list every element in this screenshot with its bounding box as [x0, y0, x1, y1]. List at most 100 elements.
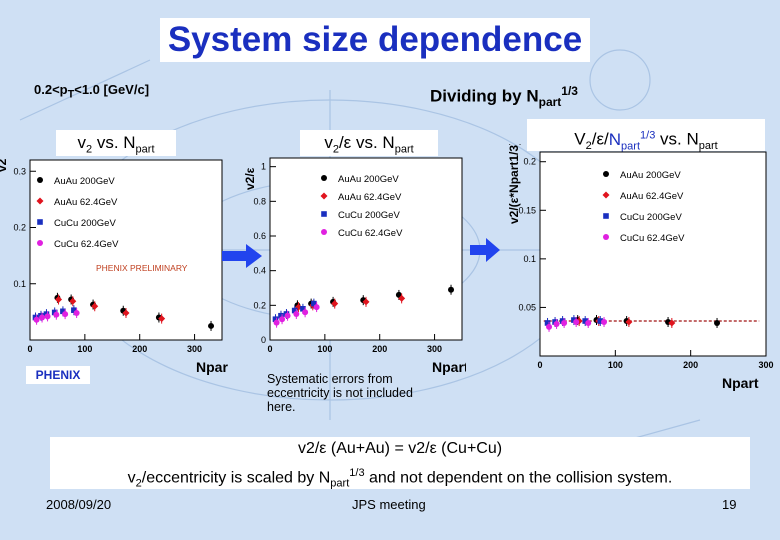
legend-entry: CuCu 62.4GeV: [338, 228, 403, 239]
legend-entry: AuAu 200GeV: [338, 174, 399, 185]
legend-marker: [603, 234, 609, 240]
x-tick-label: 100: [608, 360, 623, 370]
data-point: [561, 319, 568, 326]
data-point: [62, 311, 69, 318]
data-point: [122, 309, 130, 317]
x-tick-label: 200: [683, 360, 698, 370]
data-point: [272, 316, 279, 322]
data-point: [278, 312, 284, 319]
x-axis-label: Npart: [722, 375, 759, 391]
legend-marker: [320, 192, 328, 200]
data-point: [313, 304, 320, 311]
chart-v2eps-vs-npart: 0 100 200 300 0 0.2 0.4 0.6 0.8 1 Npart v2/ε AuAu 20…: [243, 157, 466, 375]
x-tick-label: 300: [187, 344, 202, 354]
pt-range-label: 0.2<pT<1.0 [GeV/c]: [34, 82, 150, 101]
legend-entry: AuAu 200GeV: [54, 176, 115, 187]
data-point: [302, 309, 309, 316]
legend-marker: [36, 197, 44, 205]
legend-entry: CuCu 62.4GeV: [54, 239, 119, 250]
y-tick-label: 0: [261, 335, 266, 345]
legend-marker: [37, 177, 43, 183]
arrow-right-icon: [222, 244, 262, 268]
y-tick-label: 0.1: [13, 279, 26, 289]
y-tick-label: 0.6: [253, 231, 266, 241]
data-point: [69, 297, 77, 305]
y-tick-label: 0.2: [523, 157, 536, 167]
legend-marker: [321, 211, 327, 217]
x-tick-label: 100: [77, 344, 92, 354]
data-point: [55, 296, 63, 303]
data-point: [291, 307, 298, 314]
preliminary-label: PHENIX PRELIMINARY: [96, 263, 188, 273]
data-point: [546, 323, 553, 330]
legend-marker: [37, 240, 43, 246]
y-tick-label: 0.8: [253, 196, 266, 206]
y-tick-label: 0.1: [523, 254, 536, 264]
data-point: [544, 320, 551, 326]
data-point: [362, 298, 370, 306]
y-axis-label: v2/(ε*Npart1/3): [507, 144, 521, 224]
data-point: [284, 312, 291, 319]
x-tick-label: 200: [132, 344, 147, 354]
panel-label-3: V2/ε/Npart1/3 vs. Npart: [527, 119, 765, 152]
legend-marker: [603, 171, 609, 177]
legend-marker: [321, 229, 327, 235]
x-tick-label: 200: [372, 344, 387, 354]
data-point: [53, 311, 60, 318]
y-tick-label: 0.2: [253, 300, 266, 310]
data-point: [33, 316, 40, 323]
phenix-logo: PHENIX: [26, 366, 90, 384]
y-axis-label: v2/ε: [243, 167, 257, 190]
legend-entry: CuCu 200GeV: [54, 218, 116, 229]
data-point: [585, 319, 592, 326]
legend-entry: AuAu 62.4GeV: [620, 191, 684, 202]
dividing-label: Dividing by Npart1/3: [430, 84, 578, 110]
data-point: [208, 322, 215, 329]
data-point: [39, 314, 46, 321]
legend-entry: CuCu 200GeV: [338, 210, 400, 221]
caption-box: v2/ε (Au+Au) = v2/ε (Cu+Cu) v2/eccentric…: [50, 437, 750, 490]
data-point: [158, 315, 166, 323]
panel-label-1: v2 vs. Npart: [56, 130, 176, 156]
data-point: [553, 320, 560, 327]
data-point: [625, 318, 633, 326]
y-tick-label: 0.05: [518, 302, 536, 312]
y-tick-label: 1: [261, 162, 266, 172]
y-axis-label: v2: [0, 158, 9, 172]
systematic-note: Systematic errors from eccentricity is n…: [267, 372, 413, 414]
data-point: [573, 319, 580, 325]
data-point: [71, 307, 77, 313]
legend-marker: [37, 219, 43, 225]
legend-entry: CuCu 62.4GeV: [620, 233, 685, 244]
caption-line-1: v2/ε (Au+Au) = v2/ε (Cu+Cu): [297, 440, 503, 457]
chart-v2-vs-npart: 0 100 200 300 0.1 0.2 0.3 Npart v2 AuAu 200GeV AuA…: [0, 158, 228, 375]
y-tick-label: 0.15: [518, 205, 536, 215]
legend-marker: [603, 213, 609, 219]
legend-marker: [321, 175, 327, 181]
legend-entry: AuAu 62.4GeV: [338, 192, 402, 203]
data-point: [44, 313, 51, 320]
data-point: [714, 319, 721, 326]
data-point: [91, 302, 99, 310]
data-point: [601, 319, 608, 325]
y-tick-label: 0.3: [13, 166, 26, 176]
data-point: [273, 319, 280, 326]
panel-label-2: v2/ε vs. Npart: [300, 130, 438, 156]
x-axis-label: Npart: [196, 359, 228, 375]
arrow-right-icon: [470, 238, 500, 262]
data-point: [582, 318, 588, 324]
caption-line-2: v2/eccentricity is scaled by Npart1/3 an…: [127, 467, 673, 490]
slide-title: System size dependence: [160, 18, 590, 62]
x-tick-label: 0: [27, 344, 32, 354]
plot-frame: [539, 151, 767, 357]
x-tick-label: 0: [267, 344, 272, 354]
legend-marker: [602, 191, 610, 199]
footer-page-number: 19: [722, 497, 737, 512]
y-tick-label: 0.2: [13, 223, 26, 233]
x-tick-label: 300: [758, 360, 773, 370]
data-point: [293, 311, 300, 317]
y-tick-label: 0.4: [253, 266, 266, 276]
data-point: [448, 286, 455, 293]
data-point: [300, 306, 306, 312]
footer-meeting: JPS meeting: [352, 497, 426, 512]
